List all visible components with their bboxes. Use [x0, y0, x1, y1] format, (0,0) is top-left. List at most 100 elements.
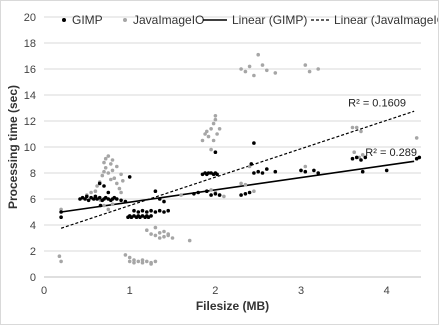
- data-point: [123, 253, 128, 257]
- data-point: [132, 258, 136, 262]
- legend-marker: [123, 18, 127, 22]
- data-point: [359, 158, 363, 162]
- data-point: [132, 208, 136, 213]
- data-point: [93, 189, 98, 193]
- data-point: [200, 138, 205, 143]
- data-point: [209, 193, 213, 197]
- data-point: [149, 214, 153, 218]
- data-point: [145, 228, 149, 232]
- data-point: [273, 169, 278, 174]
- data-point: [123, 199, 128, 204]
- r-squared-labels: R² = 0.289 R² = 0.1609: [348, 98, 417, 159]
- data-point: [59, 259, 63, 264]
- y-tick-label: 8: [30, 168, 36, 180]
- y-tick-label: 4: [30, 220, 36, 232]
- x-tick-label: 0: [41, 285, 47, 297]
- x-tick-label: 4: [384, 285, 390, 297]
- data-point: [243, 69, 248, 74]
- data-point: [252, 141, 256, 145]
- data-point: [106, 190, 111, 195]
- data-point: [217, 193, 222, 197]
- data-point: [97, 181, 102, 186]
- y-tick-label: 20: [24, 12, 36, 24]
- data-point: [102, 184, 106, 188]
- data-point: [256, 52, 260, 57]
- data-point: [153, 189, 158, 193]
- data-point: [157, 208, 162, 213]
- data-point: [117, 186, 122, 191]
- legend: GIMP JavaImageIO Linear (GIMP) Linear (Java…: [62, 13, 439, 27]
- data-point: [354, 155, 359, 160]
- y-tick-label: 0: [30, 272, 36, 284]
- data-point: [57, 254, 62, 258]
- data-point: [127, 259, 132, 264]
- data-point: [316, 67, 321, 71]
- x-tick-label: 1: [127, 285, 133, 297]
- y-tick-label: 14: [24, 90, 36, 102]
- data-point: [359, 129, 363, 134]
- data-point: [239, 181, 243, 186]
- data-point: [86, 198, 91, 203]
- data-point: [252, 73, 256, 78]
- data-point: [213, 192, 218, 196]
- data-point: [109, 162, 113, 166]
- data-point: [85, 194, 89, 199]
- data-point: [119, 198, 123, 203]
- legend-marker: [62, 18, 66, 22]
- data-point: [106, 207, 111, 212]
- data-point: [149, 208, 153, 213]
- data-point: [350, 125, 355, 130]
- data-point: [106, 154, 111, 158]
- data-point: [140, 208, 145, 213]
- data-point: [103, 156, 108, 161]
- data-point: [209, 188, 213, 192]
- data-point: [312, 168, 316, 173]
- data-point: [170, 236, 175, 240]
- data-point: [59, 210, 63, 214]
- data-point: [112, 176, 117, 180]
- data-point: [166, 233, 170, 238]
- data-point: [352, 150, 357, 154]
- y-tick-label: 16: [24, 64, 36, 76]
- data-point: [103, 166, 108, 170]
- data-point: [211, 121, 216, 126]
- data-point: [115, 181, 119, 186]
- data-point: [247, 64, 252, 69]
- data-point: [157, 236, 162, 240]
- data-point: [354, 125, 359, 130]
- trendline-dashed: [60, 110, 415, 229]
- data-point: [115, 197, 119, 201]
- data-point: [247, 164, 252, 169]
- data-point: [192, 192, 196, 196]
- data-point: [102, 160, 106, 165]
- data-point: [205, 129, 209, 134]
- data-point: [360, 153, 365, 157]
- y-axis-title: Processing time (sec): [6, 85, 20, 209]
- data-point: [100, 173, 105, 178]
- data-point: [384, 168, 389, 173]
- data-point: [316, 171, 321, 175]
- data-point: [363, 155, 368, 160]
- data-point: [209, 127, 213, 131]
- r-squared-label: R² = 0.1609: [348, 98, 406, 110]
- data-point: [119, 172, 123, 177]
- data-point: [252, 171, 256, 175]
- data-point: [260, 171, 265, 175]
- y-tick-label: 10: [24, 142, 36, 154]
- data-point: [252, 189, 256, 193]
- y-tick-label: 6: [30, 194, 36, 206]
- data-point: [350, 156, 355, 161]
- data-point: [121, 179, 125, 183]
- y-tick-label: 12: [24, 116, 36, 128]
- data-point: [110, 202, 115, 206]
- data-point: [209, 147, 213, 152]
- x-tick-label: 2: [212, 285, 218, 297]
- trendlines: [60, 110, 415, 229]
- data-point: [215, 172, 219, 177]
- data-point: [303, 169, 308, 174]
- data-point: [127, 255, 132, 260]
- gridlines: [44, 16, 421, 278]
- data-point: [93, 194, 98, 199]
